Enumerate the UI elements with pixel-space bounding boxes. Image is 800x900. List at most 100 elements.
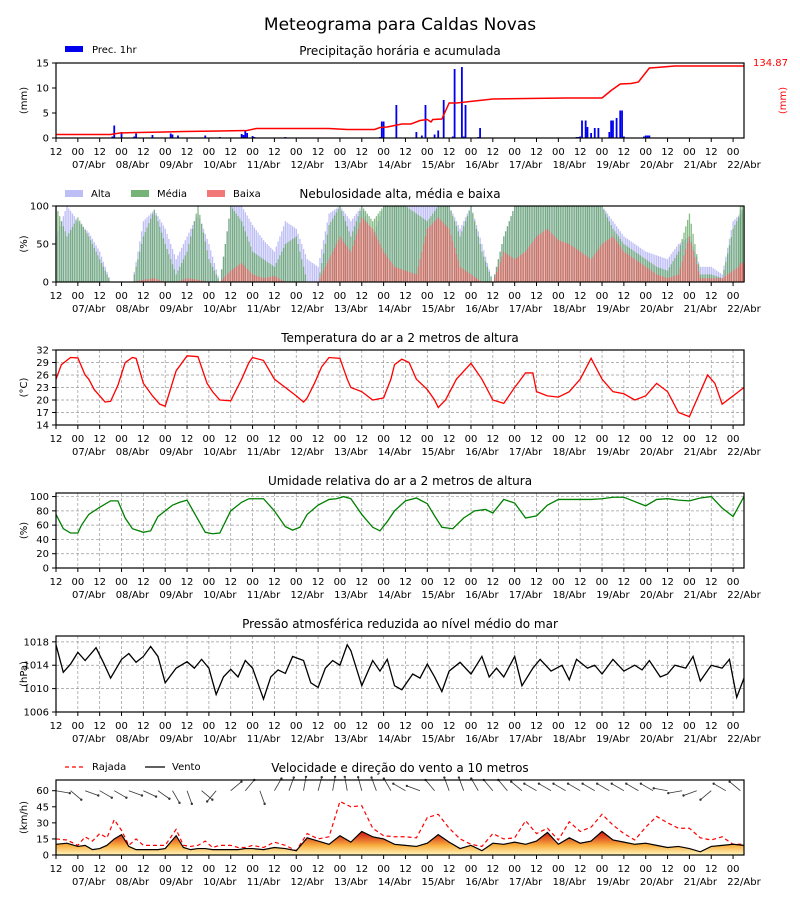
- cloud-bar-baixa: [261, 277, 263, 282]
- cloud-bar-média: [146, 227, 148, 282]
- x-date-label: 11/Abr: [247, 877, 281, 888]
- precip-bar: [648, 135, 651, 138]
- cloud-bar-baixa: [370, 226, 372, 282]
- cloud-bar-baixa: [568, 244, 570, 282]
- precip-bar: [415, 132, 418, 138]
- cloud-bar-baixa: [495, 271, 498, 282]
- cloud-bar-baixa: [727, 274, 729, 282]
- x-date-label: 08/Abr: [116, 734, 150, 745]
- cloud-bar-média: [384, 206, 387, 282]
- cloud-bar-baixa: [595, 251, 598, 282]
- cloud-bar-média: [468, 211, 470, 282]
- cloud-bar-baixa: [421, 251, 423, 282]
- arrow-head: [168, 797, 171, 800]
- panel-title: Precipitação horária e acumulada: [299, 44, 501, 58]
- cloud-bar-média: [324, 244, 327, 282]
- cloud-bar-média: [599, 206, 601, 282]
- wind-direction-arrow: [611, 783, 625, 792]
- cloud-bar-média: [155, 215, 157, 282]
- x-tick-label: 12: [486, 147, 499, 158]
- x-date-label: 09/Abr: [159, 304, 193, 315]
- cloud-bar-média: [408, 208, 410, 282]
- x-tick-label: 00: [203, 721, 216, 732]
- cloud-bar-baixa: [446, 226, 449, 282]
- precip-bar: [597, 128, 600, 138]
- cloud-bar-média: [166, 249, 168, 282]
- cloud-bar-baixa: [608, 238, 611, 282]
- x-tick-label: 00: [71, 864, 84, 875]
- x-date-label: 12/Abr: [290, 447, 324, 458]
- cloud-bar-baixa: [259, 276, 261, 282]
- wind-direction-arrow: [510, 781, 523, 792]
- x-tick-label: 00: [377, 577, 390, 588]
- cloud-bar-baixa: [392, 264, 394, 282]
- x-date-label: 07/Abr: [72, 734, 106, 745]
- cloud-bar-baixa: [661, 276, 663, 282]
- x-tick-label: 12: [618, 434, 631, 445]
- cloud-bar-baixa: [561, 241, 563, 282]
- arrow-head: [97, 794, 100, 797]
- cloud-bar-baixa: [139, 280, 141, 282]
- arrow-head: [382, 777, 386, 780]
- x-tick-label: 00: [727, 291, 740, 302]
- cloud-bar-baixa: [262, 278, 265, 282]
- cloud-bar-baixa: [676, 275, 678, 282]
- x-tick-label: 00: [508, 721, 521, 732]
- x-tick-label: 12: [224, 147, 237, 158]
- cloud-bar-baixa: [375, 236, 378, 282]
- cloud-bar-média: [97, 255, 99, 282]
- cloud-bar-média: [293, 237, 296, 282]
- x-tick-label: 12: [50, 147, 63, 158]
- x-tick-label: 00: [552, 291, 565, 302]
- x-tick-label: 12: [181, 577, 194, 588]
- cloud-bar-média: [180, 263, 183, 282]
- cloud-bar-média: [657, 267, 660, 282]
- x-tick-label: 00: [465, 147, 478, 158]
- cloud-bar-baixa: [574, 247, 576, 282]
- cloud-bar-baixa: [228, 272, 230, 282]
- precip-bar: [111, 136, 114, 138]
- cloud-bar-baixa: [652, 271, 654, 282]
- cloud-bar-média: [191, 228, 194, 282]
- arrow-head: [304, 775, 308, 779]
- y-tick-label: 5: [43, 109, 49, 120]
- wind-direction-arrow: [157, 790, 170, 800]
- precip-bar: [619, 110, 622, 138]
- panel-title: Nebulosidade alta, média e baixa: [299, 187, 500, 201]
- y-tick-label: 20: [36, 549, 49, 560]
- cloud-bar-média: [95, 251, 97, 282]
- x-date-label: 07/Abr: [72, 160, 106, 171]
- cloud-bar-média: [139, 251, 141, 282]
- x-date-label: 15/Abr: [422, 447, 456, 458]
- x-date-label: 22/Abr: [727, 877, 761, 888]
- x-tick-label: 00: [115, 864, 128, 875]
- cloud-bar-média: [388, 206, 390, 282]
- cloud-bar-média: [393, 206, 396, 282]
- cloud-bar-baixa: [659, 275, 661, 282]
- arrow-head: [80, 798, 83, 801]
- cloud-bar-média: [403, 206, 405, 282]
- cloud-bar-baixa: [610, 237, 612, 282]
- cloud-bar-baixa: [432, 223, 434, 282]
- y-tick-label: 0: [43, 134, 49, 145]
- y-tick-label: 15: [36, 59, 49, 70]
- wind-direction-arrow: [344, 776, 348, 791]
- cloud-bar-média: [288, 241, 290, 282]
- cloud-bar-baixa: [273, 275, 276, 282]
- cloud-bar-baixa: [383, 251, 385, 282]
- x-tick-label: 12: [574, 864, 587, 875]
- x-date-label: 10/Abr: [203, 447, 237, 458]
- cloud-bar-baixa: [537, 235, 540, 282]
- x-date-label: 16/Abr: [465, 160, 499, 171]
- x-tick-label: 00: [203, 147, 216, 158]
- cloud-bar-alta: [304, 254, 307, 282]
- arrow-head: [154, 795, 158, 798]
- x-date-label: 17/Abr: [509, 447, 543, 458]
- cloud-bar-baixa: [739, 263, 742, 282]
- cloud-bar-baixa: [470, 274, 472, 282]
- x-tick-label: 00: [159, 864, 172, 875]
- cloud-bar-baixa: [665, 277, 667, 282]
- cloud-bar-média: [244, 231, 246, 282]
- arrow-head: [343, 775, 346, 779]
- cloud-bar-baixa: [475, 278, 478, 282]
